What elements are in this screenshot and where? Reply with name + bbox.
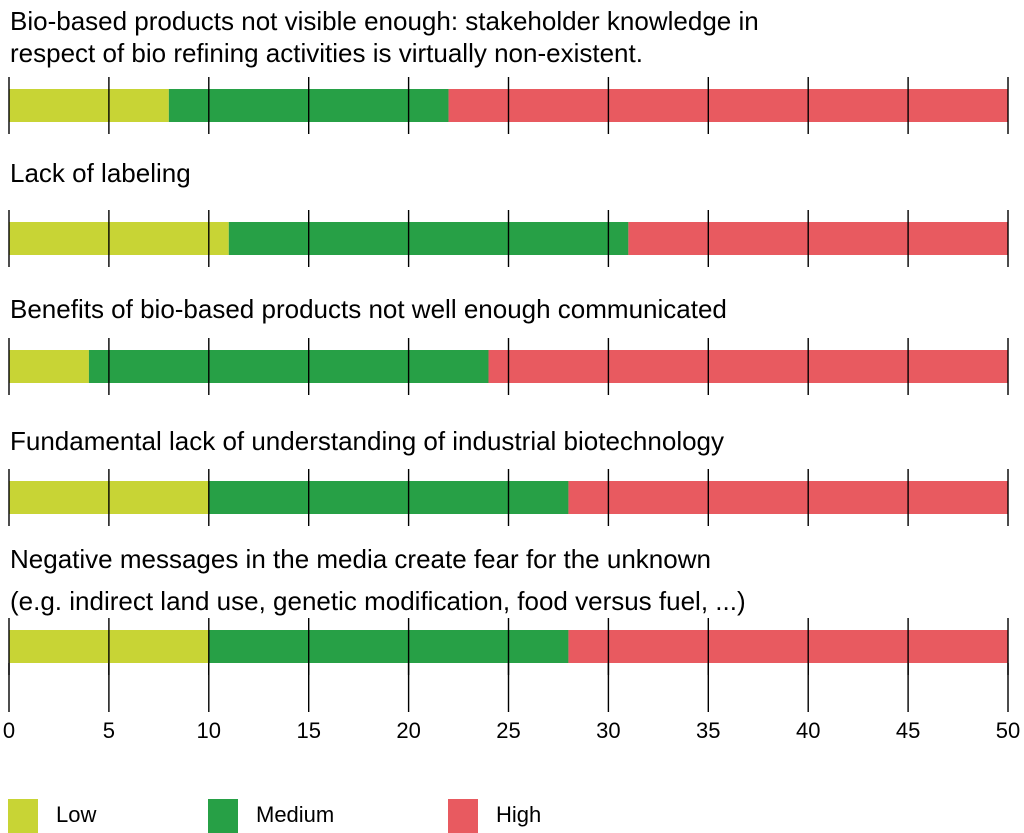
row-title-1-line-2: respect of bio refining activities is vi… — [10, 38, 643, 68]
row-title-3: Benefits of bio-based products not well … — [10, 294, 727, 324]
bar-high-row-3 — [488, 350, 1008, 383]
x-tick-label-50: 50 — [996, 718, 1020, 743]
x-tick-label-15: 15 — [296, 718, 320, 743]
x-tick-label-20: 20 — [396, 718, 420, 743]
x-tick-label-5: 5 — [103, 718, 115, 743]
x-tick-label-30: 30 — [596, 718, 620, 743]
bar-high-row-2 — [628, 222, 1008, 255]
legend-label-high: High — [496, 802, 541, 827]
bar-medium-row-5 — [208, 630, 569, 663]
row-title-1-line-1: Bio-based products not visible enough: s… — [10, 6, 759, 36]
row-title-5-line-1: Negative messages in the media create fe… — [10, 544, 711, 574]
bar-medium-row-2 — [228, 222, 629, 255]
legend-label-medium: Medium — [256, 802, 334, 827]
legend-swatch-medium — [208, 799, 238, 833]
bar-medium-row-3 — [88, 350, 489, 383]
x-tick-label-25: 25 — [496, 718, 520, 743]
x-tick-label-35: 35 — [696, 718, 720, 743]
bar-high-row-5 — [568, 630, 1008, 663]
bar-high-row-1 — [448, 89, 1008, 122]
legend-swatch-high — [448, 799, 478, 833]
x-tick-label-0: 0 — [3, 718, 15, 743]
row-title-5-line-2: (e.g. indirect land use, genetic modific… — [10, 586, 746, 616]
bar-low-row-2 — [9, 222, 229, 255]
row-title-4: Fundamental lack of understanding of ind… — [10, 426, 724, 456]
bar-medium-row-4 — [208, 481, 569, 514]
row-title-2: Lack of labeling — [10, 158, 191, 188]
x-tick-label-10: 10 — [197, 718, 221, 743]
bar-low-row-1 — [9, 89, 169, 122]
legend-swatch-low — [8, 799, 38, 833]
x-tick-label-40: 40 — [796, 718, 820, 743]
legend-label-low: Low — [56, 802, 96, 827]
x-tick-label-45: 45 — [896, 718, 920, 743]
bar-high-row-4 — [568, 481, 1008, 514]
bar-low-row-3 — [9, 350, 89, 383]
